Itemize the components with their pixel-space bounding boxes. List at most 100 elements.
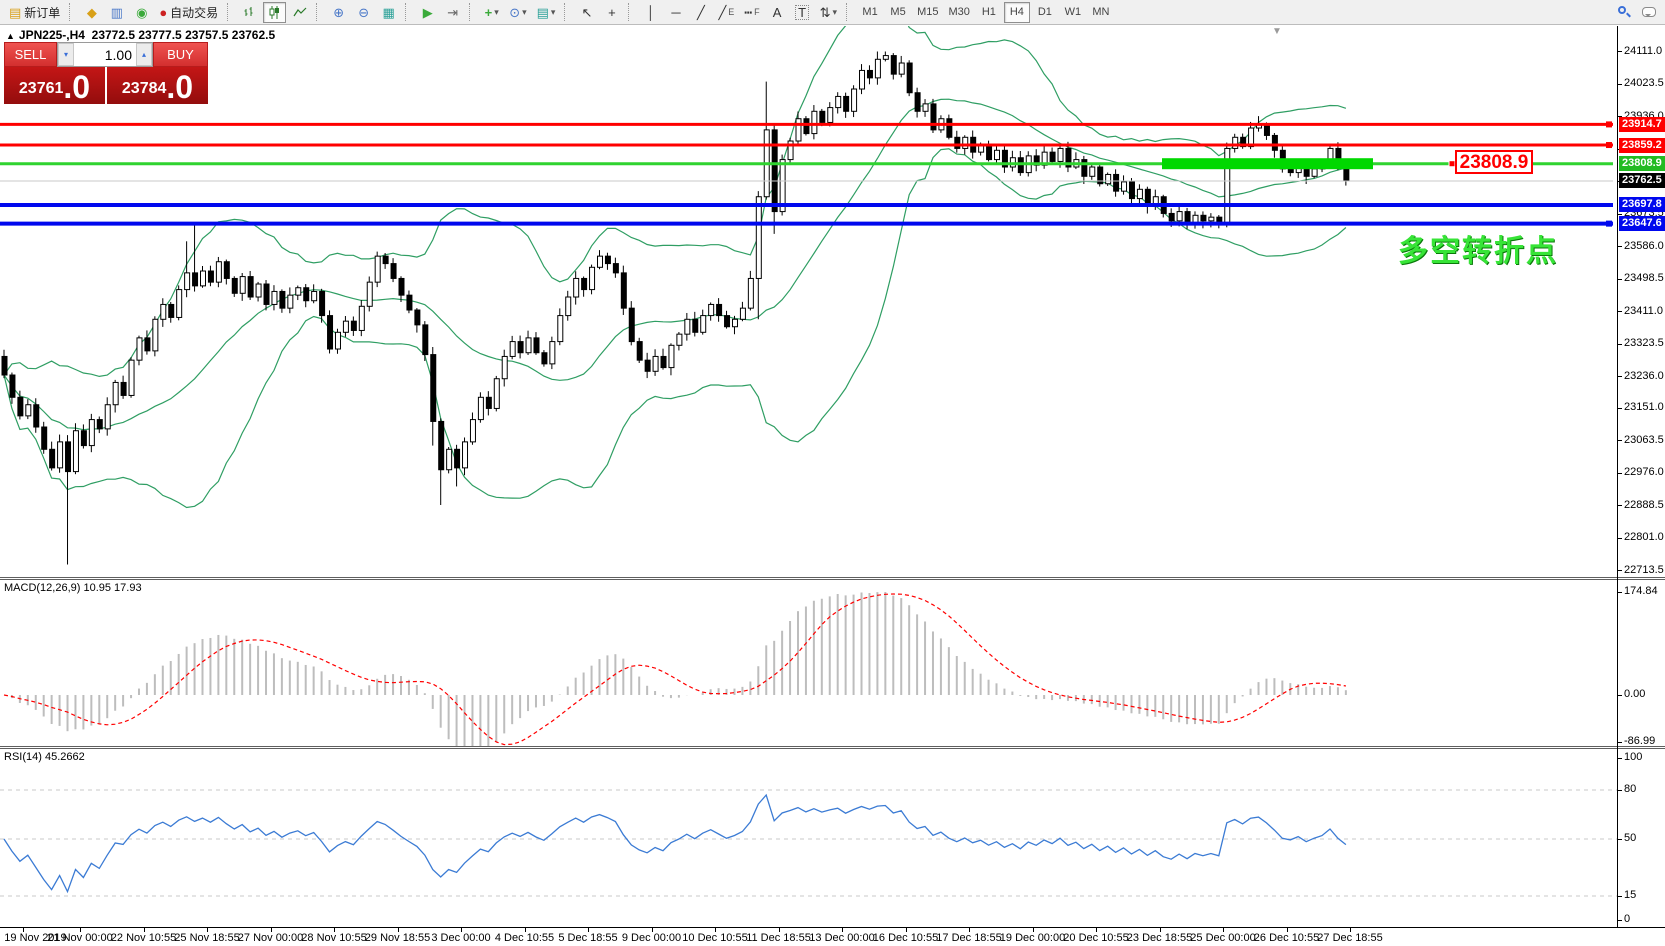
bar-chart-button[interactable] xyxy=(238,2,261,23)
bear-candle xyxy=(438,420,445,471)
signals-button[interactable]: ◉ xyxy=(130,2,153,23)
sell-button[interactable]: SELL xyxy=(4,42,57,67)
collapse-arrow-icon[interactable]: ▲ xyxy=(6,31,15,41)
autoscroll-button[interactable]: ▶ xyxy=(416,2,439,23)
equidistant-channel-button[interactable]: ╱ E xyxy=(714,2,738,23)
volume-input[interactable] xyxy=(74,43,136,66)
time-label: 10 Dec 10:55 xyxy=(682,932,748,944)
chat-button[interactable] xyxy=(1637,2,1660,23)
text-button[interactable]: A xyxy=(766,2,789,23)
time-label: 21 Nov 00:00 xyxy=(47,932,113,944)
bull-candle xyxy=(874,58,881,79)
bear-candle xyxy=(1271,134,1278,151)
crosshair-button[interactable]: + xyxy=(600,2,623,23)
line-chart-button[interactable] xyxy=(288,2,311,23)
vertical-line-button[interactable]: │ xyxy=(639,2,662,23)
pane-splitter[interactable] xyxy=(0,577,1665,580)
bull-candle xyxy=(1057,147,1064,162)
rsi-tick-label: 80 xyxy=(1624,783,1637,795)
rsi-pane xyxy=(0,789,1617,897)
search-button[interactable] xyxy=(1612,2,1635,23)
volume-increase-button[interactable]: ▴ xyxy=(136,43,152,66)
new-order-button[interactable]: ▤ 新订单 xyxy=(5,2,64,23)
buy-price-button[interactable]: 23784.0 xyxy=(107,67,208,104)
bollinger-band-line xyxy=(3,26,1347,378)
timeframe-m5-button[interactable]: M5 xyxy=(890,6,906,18)
bull-candle xyxy=(493,378,500,409)
buy-price-main: 23784 xyxy=(121,80,167,97)
bear-candle xyxy=(350,320,357,331)
bull-candle xyxy=(128,359,135,396)
time-tick xyxy=(1159,928,1161,932)
bear-candle xyxy=(644,359,651,372)
arrows-button[interactable]: ⇅ ▾ xyxy=(816,2,841,23)
chart-shift-button[interactable]: ⇥ xyxy=(441,2,464,23)
bull-candle xyxy=(1121,181,1128,192)
chart-canvas[interactable] xyxy=(0,26,1665,946)
timeframe-w1-button[interactable]: W1 xyxy=(1064,6,1082,18)
market-watch-button[interactable]: ◆ xyxy=(80,2,103,23)
bull-candle xyxy=(1208,216,1215,222)
timeframe-m1-button[interactable]: M1 xyxy=(862,6,878,18)
bull-candle xyxy=(747,277,754,309)
time-tick xyxy=(23,928,24,932)
price-level-tag: 23697.8 xyxy=(1619,197,1665,213)
autoscroll-icon: ▶ xyxy=(422,4,433,20)
timeframe-h4-button[interactable]: H4 xyxy=(1003,1,1030,23)
pane-splitter[interactable] xyxy=(0,746,1665,749)
bear-candle xyxy=(1263,123,1270,136)
time-tick xyxy=(778,928,780,932)
axis-tick xyxy=(1618,789,1622,791)
time-tick xyxy=(1096,928,1097,932)
timeframe-d1-button[interactable]: D1 xyxy=(1037,6,1052,18)
fibonacci-button[interactable]: ┅ F xyxy=(740,2,763,23)
data-window-button[interactable]: ▥ xyxy=(105,2,128,23)
horizontal-line-button[interactable]: ─ xyxy=(664,2,687,23)
timeframe-m30-button[interactable]: M30 xyxy=(948,6,970,18)
sell-price-button[interactable]: 23761.0 xyxy=(4,67,105,104)
timeframe-m15-button[interactable]: M15 xyxy=(917,6,939,18)
main-pane xyxy=(1,26,1350,565)
bull-candle xyxy=(525,337,532,354)
templates-button[interactable]: ▤ ▾ xyxy=(533,2,560,23)
bear-candle xyxy=(1081,159,1088,177)
candlestick-chart-button[interactable] xyxy=(263,1,287,23)
zoom-out-button[interactable]: ⊖ xyxy=(352,2,375,23)
bear-candle xyxy=(398,277,405,296)
chinese-annotation-text[interactable]: 多空转折点 xyxy=(1398,235,1558,268)
price-callout-label[interactable]: 23808.9 xyxy=(1455,150,1533,174)
timeframe-mn-button[interactable]: MN xyxy=(1092,6,1110,18)
indicators-button[interactable]: + ▾ xyxy=(480,2,503,23)
bear-candle xyxy=(406,294,413,311)
trendline-button[interactable]: ╱ xyxy=(689,2,712,23)
zoom-in-button[interactable]: ⊕ xyxy=(327,2,350,23)
time-label: 25 Dec 00:00 xyxy=(1190,932,1256,944)
autotrading-button[interactable]: ● 自动交易 xyxy=(155,2,222,23)
volume-decrease-button[interactable]: ▾ xyxy=(58,43,74,66)
time-label: 22 Nov 10:55 xyxy=(110,932,177,944)
buy-button[interactable]: BUY xyxy=(153,42,208,67)
bull-candle xyxy=(112,381,119,406)
price-tick-label: 23586.0 xyxy=(1624,239,1664,252)
cursor-icon: ↖ xyxy=(581,4,593,20)
text-label-button[interactable]: T xyxy=(791,2,814,23)
price-axis[interactable]: 24111.024023.523936.023848.523761.023673… xyxy=(1617,26,1665,946)
bollinger-band-line xyxy=(3,148,1347,509)
chart-shift-marker-icon[interactable]: ▼ xyxy=(1272,26,1282,37)
cursor-button[interactable]: ↖ xyxy=(575,2,598,23)
bear-candle xyxy=(207,270,214,283)
periods-button[interactable]: ⊙ ▾ xyxy=(505,2,530,23)
axis-tick xyxy=(1618,919,1622,921)
bear-candle xyxy=(319,290,326,317)
price-tick-label: 23063.5 xyxy=(1624,433,1664,446)
bull-candle xyxy=(1311,168,1318,177)
bull-candle xyxy=(176,289,183,318)
price-tick-label: 22713.5 xyxy=(1624,563,1664,576)
bear-candle xyxy=(327,315,334,350)
tile-windows-button[interactable]: ▦ xyxy=(377,2,400,23)
timeframe-h1-button[interactable]: H1 xyxy=(981,6,996,18)
toolbar-separator xyxy=(469,3,476,21)
bull-candle xyxy=(708,303,715,317)
time-axis[interactable]: 19 Nov 2019 21 Nov 00:00 22 Nov 10:55 25 No… xyxy=(0,927,1665,946)
sell-price-main: 23761 xyxy=(18,80,64,97)
